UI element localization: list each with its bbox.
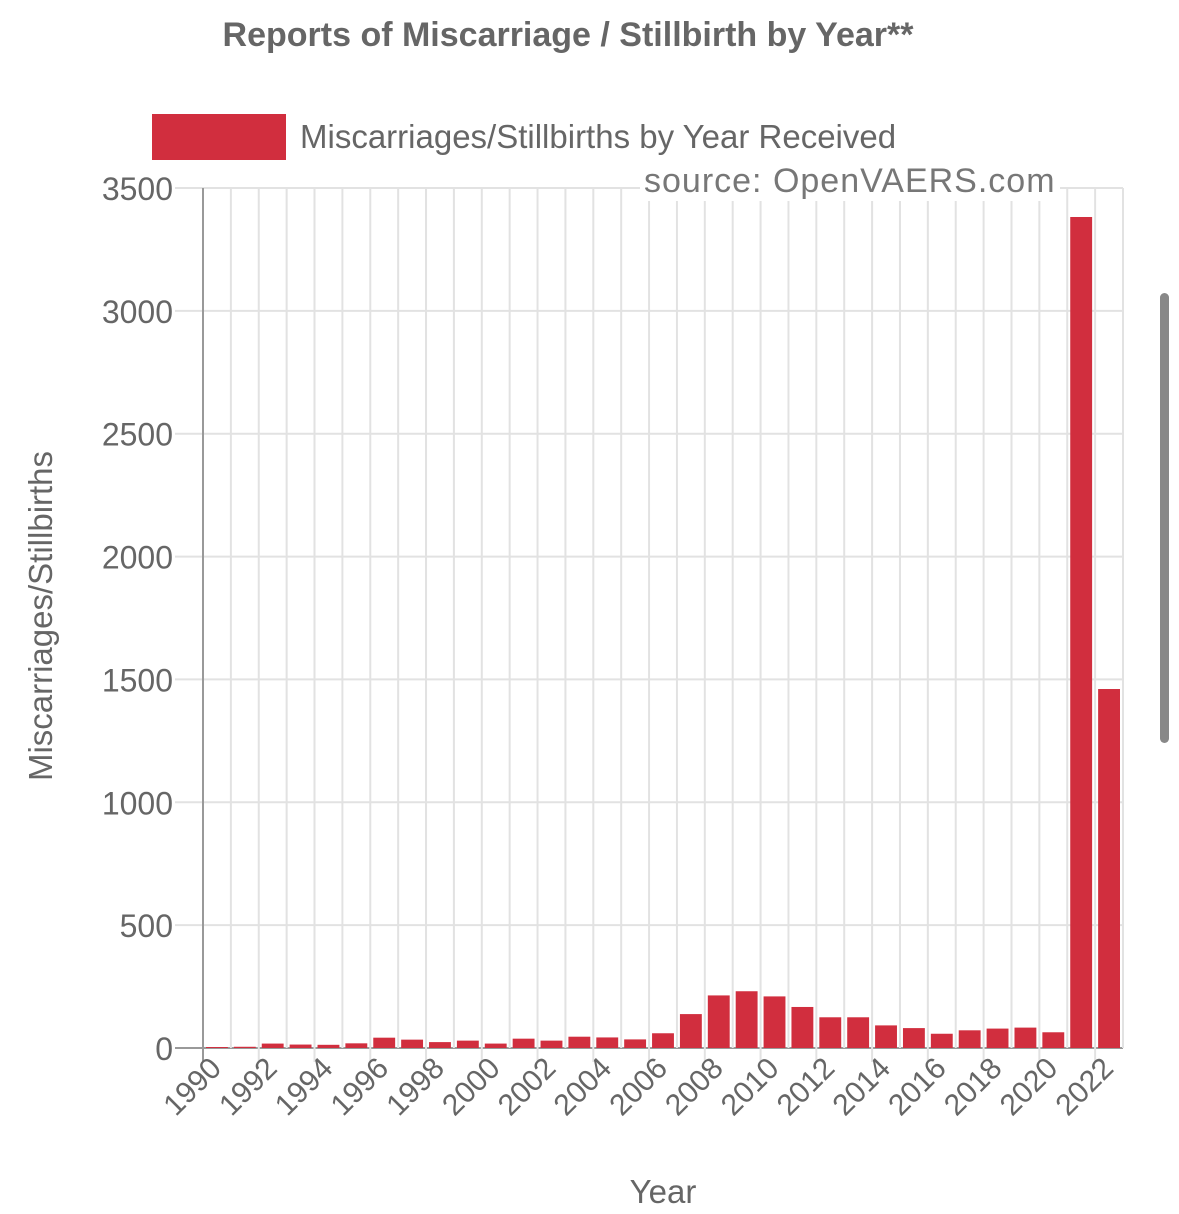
- bar-2019: [1014, 1027, 1037, 1048]
- bar-2005: [624, 1039, 647, 1048]
- bar-2016: [930, 1033, 953, 1048]
- bar-1999: [456, 1040, 479, 1048]
- bar-1997: [401, 1039, 424, 1048]
- x-tick-label: 2010: [715, 1052, 786, 1123]
- bar-2011: [791, 1006, 814, 1048]
- x-tick-label: 1994: [269, 1052, 340, 1123]
- bar-2003: [568, 1036, 591, 1048]
- y-axis-label: Miscarriages/Stillbirths: [22, 451, 59, 781]
- bar-2020: [1042, 1032, 1065, 1048]
- bar-2012: [819, 1017, 842, 1048]
- x-tick-label: 2016: [882, 1052, 953, 1123]
- bar-2010: [763, 996, 786, 1048]
- bar-2014: [875, 1025, 897, 1048]
- bar-1995: [345, 1043, 368, 1048]
- x-axis-label: Year: [630, 1173, 697, 1210]
- chart-title: Reports of Miscarriage / Stillbirth by Y…: [222, 16, 914, 54]
- y-tick-label: 2000: [102, 540, 173, 576]
- bar-2000: [484, 1043, 507, 1048]
- bar-2021: [1070, 216, 1093, 1049]
- x-tick-label: 2000: [436, 1052, 507, 1123]
- bar-2007: [679, 1014, 702, 1048]
- x-tick-label: 2020: [994, 1052, 1065, 1123]
- bar-2017: [958, 1030, 981, 1048]
- bar-1994: [317, 1044, 340, 1048]
- y-tick-label: 1000: [102, 785, 173, 821]
- x-tick-label: 2014: [826, 1052, 897, 1123]
- bar-1990: [206, 1047, 228, 1048]
- legend-label: Miscarriages/Stillbirths by Year Receive…: [300, 118, 897, 155]
- x-tick-label: 1998: [380, 1052, 451, 1123]
- bar-2002: [540, 1040, 563, 1048]
- x-tick-label: 1996: [325, 1052, 396, 1123]
- x-tick-label: 2004: [548, 1052, 619, 1123]
- x-tick-label: 2002: [492, 1052, 563, 1123]
- bar-2022: [1098, 689, 1120, 1048]
- y-tick-label: 3000: [102, 294, 173, 330]
- legend[interactable]: Miscarriages/Stillbirths by Year Receive…: [152, 114, 896, 160]
- scrollbar[interactable]: [1160, 293, 1169, 743]
- bar-2001: [512, 1038, 535, 1048]
- x-tick-label: 2018: [938, 1052, 1009, 1123]
- bar-1993: [289, 1044, 312, 1048]
- x-tick-label: 2006: [603, 1052, 674, 1123]
- bar-2015: [902, 1028, 925, 1048]
- x-tick-label: 2012: [771, 1052, 842, 1123]
- bar-1998: [429, 1042, 451, 1048]
- bar-2004: [596, 1037, 619, 1048]
- source-annotation: source: OpenVAERS.com: [640, 162, 1060, 201]
- y-tick-label: 0: [155, 1031, 173, 1067]
- bar-2018: [986, 1028, 1009, 1048]
- bar-2006: [652, 1033, 674, 1048]
- bar-1991: [233, 1046, 256, 1048]
- y-tick-label: 1500: [102, 662, 173, 698]
- legend-swatch: [152, 114, 286, 160]
- y-tick-label: 2500: [102, 417, 173, 453]
- bar-1992: [261, 1043, 284, 1048]
- x-tick-label: 2008: [659, 1052, 730, 1123]
- bar-2013: [847, 1017, 870, 1048]
- bar-2009: [735, 991, 758, 1048]
- bar-1996: [373, 1037, 396, 1048]
- bar-2008: [707, 995, 730, 1048]
- x-tick-label: 1992: [213, 1052, 284, 1123]
- x-tick-label: 2022: [1049, 1052, 1120, 1123]
- y-tick-label: 3500: [102, 171, 173, 207]
- y-tick-label: 500: [120, 908, 173, 944]
